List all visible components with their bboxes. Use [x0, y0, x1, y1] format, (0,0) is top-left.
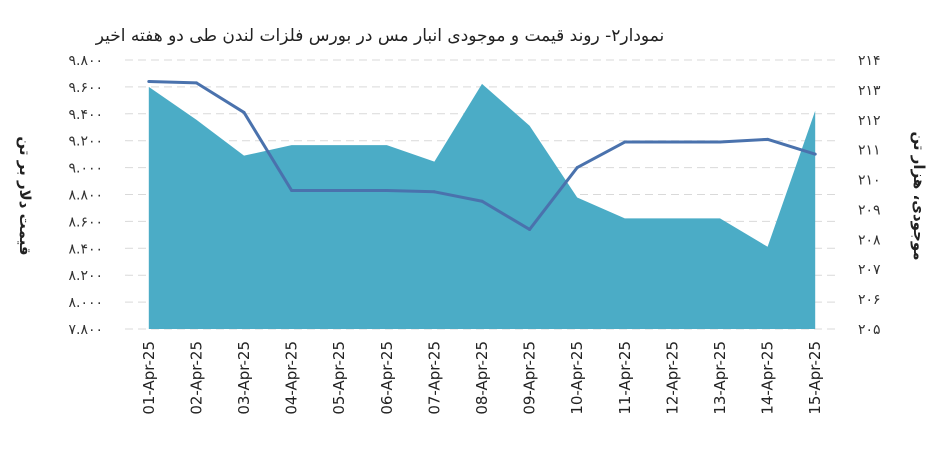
right-tick-label: ۲۱۲: [858, 113, 881, 129]
x-tick-label: 03-Apr-25: [235, 341, 253, 415]
left-tick-label: ۸.۴۰۰: [68, 241, 103, 257]
left-tick-label: ۹.۰۰۰: [68, 161, 103, 177]
left-tick-label: ۸.۰۰۰: [68, 295, 103, 311]
right-tick-label: ۲۰۸: [858, 232, 881, 248]
x-tick-label: 09-Apr-25: [521, 341, 539, 415]
left-tick-label: ۸.۲۰۰: [68, 268, 103, 284]
inventory-area-series: [148, 83, 816, 330]
x-tick-label: 04-Apr-25: [283, 341, 301, 415]
left-tick-label: ۹.۶۰۰: [68, 80, 103, 96]
x-axis-ticks: 01-Apr-25 02-Apr-25 03-Apr-25 04-Apr-25 05-A…: [140, 341, 824, 415]
x-tick-label: 05-Apr-25: [330, 341, 348, 415]
price-point: [432, 190, 436, 194]
x-tick-label: 15-Apr-25: [806, 341, 824, 415]
left-tick-label: ۸.۶۰۰: [68, 214, 103, 230]
right-tick-label: ۲۰۶: [858, 292, 881, 308]
x-tick-label: 12-Apr-25: [663, 341, 681, 415]
x-tick-label: 08-Apr-25: [473, 341, 491, 415]
price-point: [385, 188, 389, 192]
inventory-area: [148, 83, 816, 330]
price-point: [718, 140, 722, 144]
price-point: [194, 81, 198, 85]
price-point: [242, 110, 246, 114]
right-tick-label: ۲۱۴: [858, 53, 881, 69]
right-tick-label: ۲۱۱: [858, 143, 881, 159]
price-point: [480, 199, 484, 203]
price-point: [528, 227, 532, 231]
x-tick-label: 13-Apr-25: [711, 341, 729, 415]
right-tick-label: ۲۰۷: [858, 262, 881, 278]
price-point: [575, 166, 579, 170]
x-tick-label: 11-Apr-25: [616, 341, 634, 415]
left-tick-label: ۷.۸۰۰: [68, 322, 103, 338]
left-tick-label: ۸.۸۰۰: [68, 188, 103, 204]
chart-title: نمودار۲- روند قیمت و موجودی انبار مس در …: [95, 26, 665, 46]
right-tick-label: ۲۰۹: [858, 202, 881, 218]
left-axis-ticks: ۷.۸۰۰ ۸.۰۰۰ ۸.۲۰۰ ۸.۴۰۰ ۸.۶۰۰ ۸.۸۰۰ ۹.۰۰۰ ۹.۲۰۰…: [68, 53, 103, 338]
left-tick-label: ۹.۲۰۰: [68, 134, 103, 150]
left-tick-label: ۹.۴۰۰: [68, 107, 103, 123]
right-axis-label: موجودی، هزار تن: [910, 131, 928, 260]
x-tick-label: 02-Apr-25: [187, 341, 205, 415]
price-point: [337, 188, 341, 192]
left-axis-label: قیمت دلار بر تن: [16, 136, 34, 255]
price-line-series: [147, 80, 817, 231]
price-point: [147, 80, 151, 84]
x-tick-label: 07-Apr-25: [425, 341, 443, 415]
x-tick-label: 10-Apr-25: [568, 341, 586, 415]
price-point: [670, 140, 674, 144]
left-tick-label: ۹.۸۰۰: [68, 53, 103, 69]
price-point: [813, 152, 817, 156]
right-tick-label: ۲۱۳: [858, 83, 881, 99]
x-tick-label: 06-Apr-25: [378, 341, 396, 415]
price-point: [290, 188, 294, 192]
price-point: [766, 137, 770, 141]
x-tick-label: 14-Apr-25: [759, 341, 777, 415]
right-tick-label: ۲۰۵: [858, 322, 881, 338]
right-tick-label: ۲۱۰: [858, 173, 881, 189]
x-tick-label: 01-Apr-25: [140, 341, 158, 415]
price-point: [623, 140, 627, 144]
right-axis-ticks: ۲۰۵ ۲۰۶ ۲۰۷ ۲۰۸ ۲۰۹ ۲۱۰ ۲۱۱ ۲۱۲ ۲۱۳ ۲۱۴: [858, 53, 881, 338]
